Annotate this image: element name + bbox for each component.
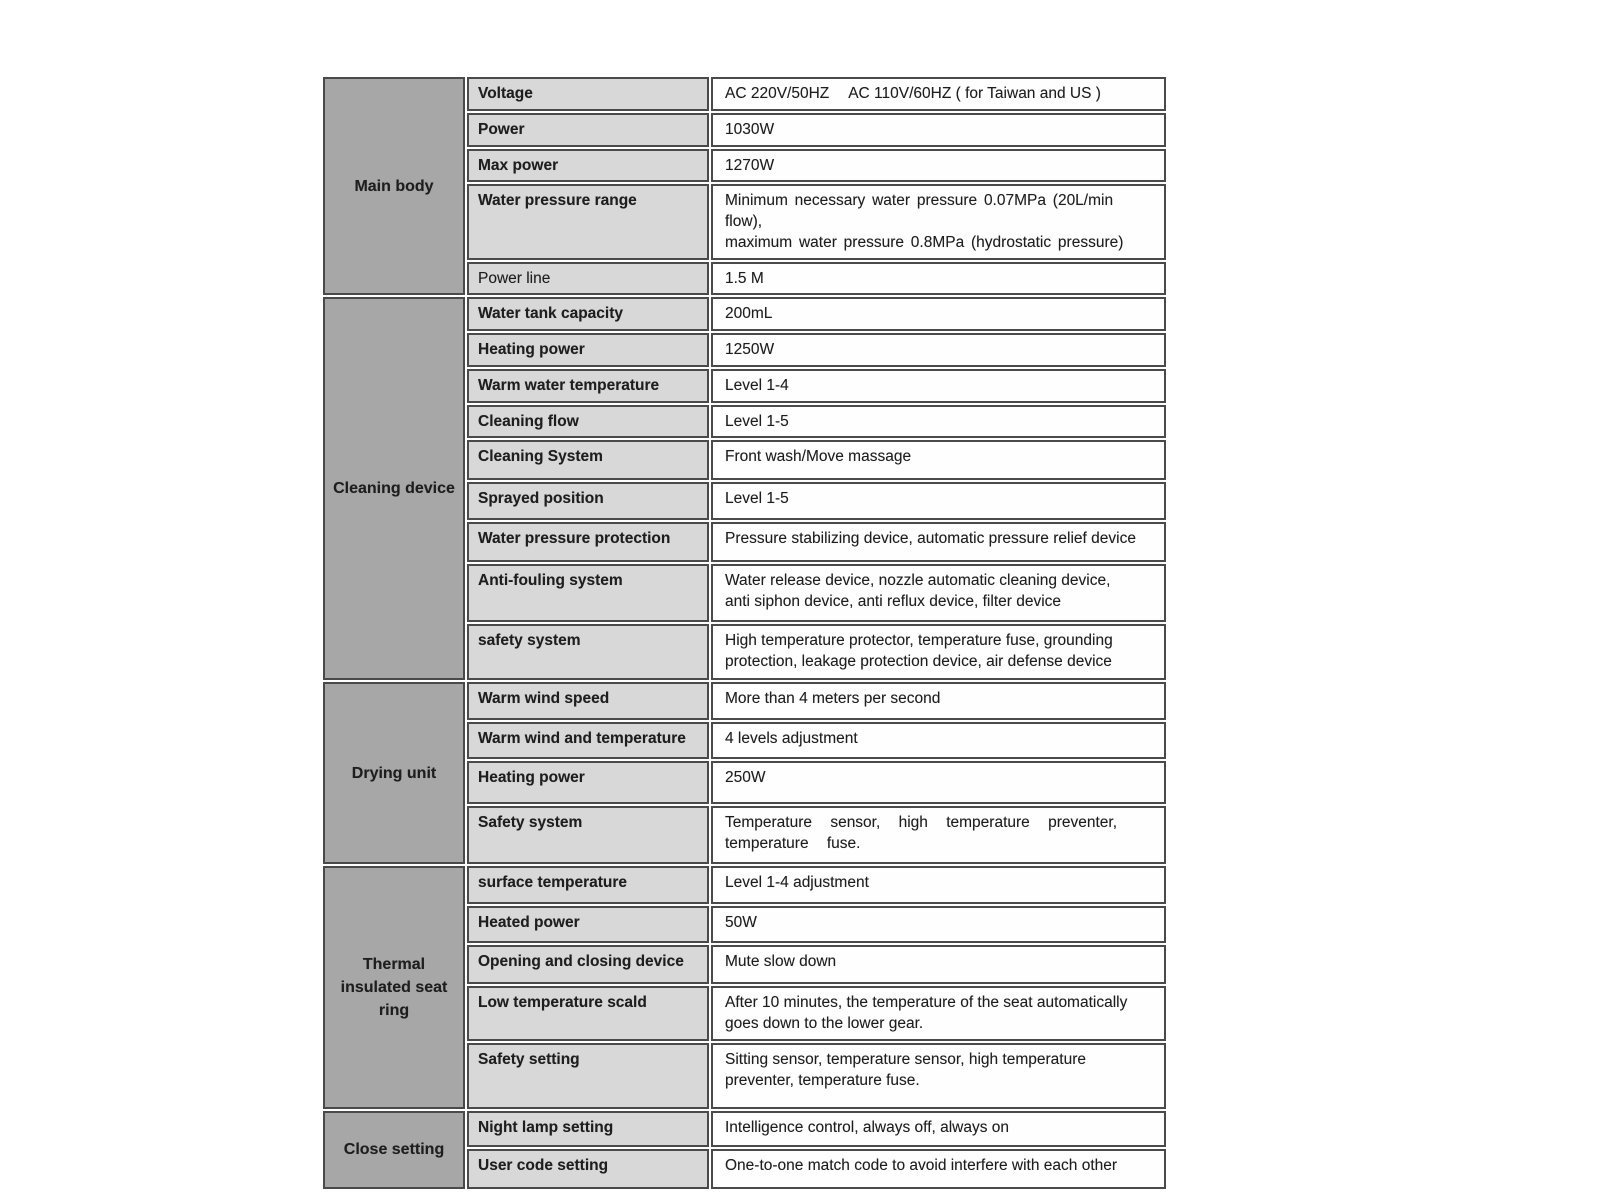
- spec-value-cell: High temperature protector, temperature …: [711, 624, 1166, 681]
- spec-label-cell: Water pressure range: [467, 184, 709, 260]
- spec-label-cell: Low temperature scald: [467, 986, 709, 1041]
- spec-value-cell: Level 1-4 adjustment: [711, 866, 1166, 905]
- spec-row: Low temperature scald After 10 minutes, t…: [323, 986, 1166, 1041]
- spec-value-cell: AC 220V/50HZ AC 110V/60HZ ( for Taiwan a…: [711, 77, 1166, 111]
- spec-row: Safety system Temperature sensor, high te…: [323, 806, 1166, 865]
- spec-row: Drying unit Warm wind speed More than 4 me…: [323, 682, 1166, 865]
- spec-category-cell: Close setting: [323, 1110, 465, 1189]
- spec-row: Water pressure range Minimum necessary wa…: [323, 184, 1166, 260]
- spec-row: Main body Voltage AC 220V/50HZ AC 110V/60H…: [323, 77, 1166, 296]
- spec-label-cell: Night lamp setting: [467, 1110, 709, 1147]
- spec-row: Cleaning device Water tank capacity 200mL: [323, 297, 1166, 681]
- spec-row: Power line 1.5 M: [323, 261, 1166, 296]
- spec-value-cell: 1250W: [711, 333, 1166, 367]
- spec-value-cell: Front wash/Move massage: [711, 440, 1166, 481]
- spec-value-cell: One-to-one match code to avoid interfere…: [711, 1148, 1166, 1189]
- spec-label-cell: Safety setting: [467, 1042, 709, 1109]
- spec-table: Main body Voltage AC 220V/50HZ AC 110V/60H…: [321, 75, 1168, 1191]
- spec-row: Anti-fouling system Water release device,…: [323, 564, 1166, 623]
- spec-category-cell: Thermal insulated seat ring: [323, 866, 465, 1109]
- spec-value-cell: Level 1-5: [711, 482, 1166, 521]
- spec-label-cell: Max power: [467, 148, 709, 183]
- spec-label-cell: Power: [467, 112, 709, 147]
- spec-label-cell: Power line: [467, 261, 709, 296]
- spec-value-cell: Pressure stabilizing device, automatic p…: [711, 522, 1166, 563]
- spec-label-cell: safety system: [467, 624, 709, 681]
- spec-row: Safety setting Sitting sensor, temperatur…: [323, 1042, 1166, 1109]
- spec-label-cell: Voltage: [467, 77, 709, 111]
- spec-row: Power 1030W: [323, 112, 1166, 147]
- spec-value-cell: Level 1-5: [711, 404, 1166, 439]
- spec-value-cell: 4 levels adjustment: [711, 722, 1166, 760]
- spec-label-cell: Heated power: [467, 906, 709, 944]
- spec-row: Thermal insulated seat ring surface tempe…: [323, 866, 1166, 1109]
- spec-value-cell: Mute slow down: [711, 945, 1166, 985]
- spec-row: Heating power 1250W: [323, 333, 1166, 367]
- spec-value-cell: Minimum necessary water pressure 0.07MPa…: [711, 184, 1166, 260]
- spec-label-cell: surface temperature: [467, 866, 709, 905]
- spec-category-cell: Main body: [323, 77, 465, 296]
- spec-label-cell: Sprayed position: [467, 482, 709, 521]
- spec-category-cell: Drying unit: [323, 682, 465, 865]
- spec-row: safety system High temperature protector,…: [323, 624, 1166, 681]
- spec-value-cell: After 10 minutes, the temperature of the…: [711, 986, 1166, 1041]
- spec-value-cell: 200mL: [711, 297, 1166, 332]
- spec-value-cell: More than 4 meters per second: [711, 682, 1166, 721]
- spec-label-cell: Water tank capacity: [467, 297, 709, 332]
- spec-value-cell: 250W: [711, 761, 1166, 805]
- spec-sheet: Main body Voltage AC 220V/50HZ AC 110V/60H…: [321, 75, 1168, 1191]
- spec-label-cell: Water pressure protection: [467, 522, 709, 563]
- spec-row: Heating power 250W: [323, 761, 1166, 805]
- spec-label-cell: Warm wind speed: [467, 682, 709, 721]
- spec-value-cell: Water release device, nozzle automatic c…: [711, 564, 1166, 623]
- spec-value-cell: Level 1-4: [711, 368, 1166, 403]
- spec-row: Cleaning flow Level 1-5: [323, 404, 1166, 439]
- spec-row: Water pressure protection Pressure stabil…: [323, 522, 1166, 563]
- spec-value-cell: 1030W: [711, 112, 1166, 147]
- spec-value-cell: 50W: [711, 906, 1166, 944]
- spec-value-cell: Sitting sensor, temperature sensor, high…: [711, 1042, 1166, 1109]
- spec-row: Max power 1270W: [323, 148, 1166, 183]
- spec-table-body: Main body Voltage AC 220V/50HZ AC 110V/60H…: [323, 77, 1166, 1189]
- spec-value-cell: 1.5 M: [711, 261, 1166, 296]
- spec-row: Warm wind and temperature 4 levels adjust…: [323, 722, 1166, 760]
- spec-value-cell: 1270W: [711, 148, 1166, 183]
- spec-row: User code setting One-to-one match code t…: [323, 1148, 1166, 1189]
- spec-row: Warm water temperature Level 1-4: [323, 368, 1166, 403]
- spec-label-cell: User code setting: [467, 1148, 709, 1189]
- spec-label-cell: Safety system: [467, 806, 709, 865]
- spec-label-cell: Warm wind and temperature: [467, 722, 709, 760]
- spec-value-cell: Intelligence control, always off, always…: [711, 1110, 1166, 1147]
- spec-label-cell: Anti-fouling system: [467, 564, 709, 623]
- spec-category-cell: Cleaning device: [323, 297, 465, 681]
- spec-label-cell: Warm water temperature: [467, 368, 709, 403]
- spec-row: Close setting Night lamp setting Intellige…: [323, 1110, 1166, 1189]
- spec-label-cell: Opening and closing device: [467, 945, 709, 985]
- spec-label-cell: Cleaning System: [467, 440, 709, 481]
- spec-row: Cleaning System Front wash/Move massage: [323, 440, 1166, 481]
- spec-label-cell: Cleaning flow: [467, 404, 709, 439]
- spec-label-cell: Heating power: [467, 333, 709, 367]
- spec-value-cell: Temperature sensor, high temperature pre…: [711, 806, 1166, 865]
- spec-row: Sprayed position Level 1-5: [323, 482, 1166, 521]
- spec-label-cell: Heating power: [467, 761, 709, 805]
- spec-row: Heated power 50W: [323, 906, 1166, 944]
- spec-row: Opening and closing device Mute slow down: [323, 945, 1166, 985]
